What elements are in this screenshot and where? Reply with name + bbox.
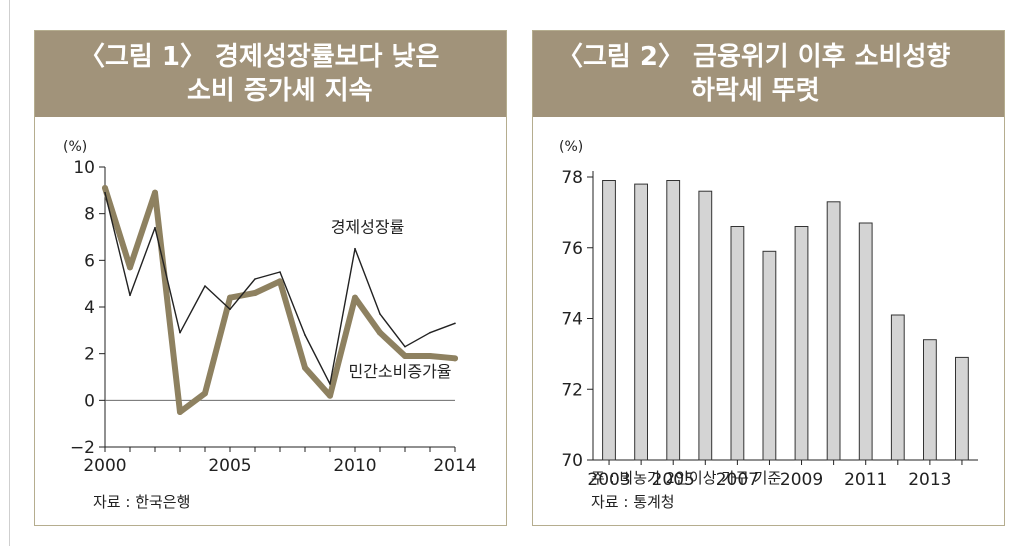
chart-2-title-line-2: 하락세 뚜렷 — [691, 76, 820, 106]
x-tick-label: 2009 — [780, 470, 823, 490]
data-point-gdp — [104, 191, 106, 194]
bar-chart: (%) 70 72 74 76 78 2003 2005 2007 2009 2011 2013 — [559, 139, 978, 490]
data-point-consumption — [352, 294, 358, 301]
data-point-gdp — [229, 308, 231, 311]
series-label-consumption: 민간소비증가율 — [348, 362, 451, 381]
data-point-consumption — [277, 278, 283, 285]
chart-2-footnote: 주 : 비농가 2인이상 가구 기준 — [591, 469, 782, 487]
y-tick-label: 8 — [84, 205, 95, 225]
data-point-consumption — [152, 189, 158, 196]
data-point-consumption — [402, 353, 408, 359]
chart-panel-2: 〈그림 2〉 금융위기 이후 소비성향 하락세 뚜렷 (%) 70 72 74 76 78… — [532, 30, 1005, 526]
data-point-consumption — [452, 355, 458, 362]
y-tick-label: 0 — [84, 391, 95, 411]
chart-2-source: 자료 : 통계청 — [591, 493, 675, 511]
data-point-gdp — [404, 345, 406, 348]
bar — [762, 250, 777, 461]
y-tick-label: 4 — [84, 298, 95, 318]
data-point-gdp — [429, 331, 431, 334]
chart-1-title-line-2: 소비 증가세 지속 — [187, 76, 373, 106]
y-tick-label: 78 — [561, 168, 583, 188]
y-unit-label: (%) — [559, 139, 583, 155]
data-point-gdp — [129, 294, 131, 297]
chart-panel-1: 〈그림 1〉 경제성장률보다 낮은 소비 증가세 지속 (%) −2 0 2 4 6 8 10… — [34, 30, 507, 526]
bar — [698, 190, 713, 461]
data-point-consumption — [177, 409, 183, 415]
chart-1-source: 자료 : 한국은행 — [93, 493, 191, 511]
y-tick-label: 6 — [84, 251, 95, 271]
y-unit-label: (%) — [63, 139, 87, 155]
bar — [858, 222, 873, 461]
data-point-gdp — [329, 383, 331, 385]
bar — [666, 180, 681, 461]
data-point-consumption — [252, 290, 258, 296]
bar — [602, 180, 616, 461]
data-point-consumption — [327, 392, 333, 399]
data-point-consumption — [302, 364, 308, 371]
y-tick-label: 70 — [561, 451, 583, 471]
y-tick-label: 10 — [73, 158, 95, 178]
data-point-consumption — [127, 264, 133, 271]
data-point-gdp — [254, 278, 256, 280]
data-point-consumption — [427, 353, 433, 359]
data-point-gdp — [204, 285, 206, 287]
x-tick-label: 2000 — [83, 456, 126, 476]
data-point-consumption — [227, 294, 233, 301]
x-tick-label: 2010 — [333, 456, 376, 476]
data-point-gdp — [304, 334, 306, 336]
left-margin-line — [9, 0, 10, 546]
x-tick-label: 2005 — [652, 470, 695, 490]
chart-1-title-line-1: 〈그림 1〉 경제성장률보다 낮은 — [79, 42, 440, 72]
x-tick-label: 2007 — [716, 470, 759, 490]
y-tick-label: 76 — [561, 239, 583, 259]
data-point-gdp — [154, 226, 156, 229]
chart-2-title: 〈그림 2〉 금융위기 이후 소비성향 하락세 뚜렷 — [533, 31, 1004, 117]
data-point-consumption — [102, 185, 108, 191]
data-point-gdp — [379, 313, 381, 315]
bar — [794, 226, 809, 461]
bar — [923, 339, 937, 461]
x-tick-label: 2014 — [433, 456, 476, 476]
bar — [634, 183, 648, 461]
bar — [826, 201, 841, 461]
chart-1-title: 〈그림 1〉 경제성장률보다 낮은 소비 증가세 지속 — [35, 31, 506, 117]
bar — [730, 226, 745, 461]
y-tick-label: 74 — [561, 310, 583, 330]
chart-2-title-line-1: 〈그림 2〉 금융위기 이후 소비성향 — [557, 42, 951, 72]
series-label-gdp: 경제성장률 — [331, 217, 405, 236]
y-tick-label: −2 — [70, 438, 95, 458]
y-tick-label: 2 — [84, 345, 95, 365]
x-tick-label: 2003 — [587, 470, 630, 490]
x-tick-label: 2005 — [208, 456, 251, 476]
bar — [890, 314, 905, 461]
data-point-gdp — [279, 271, 281, 273]
data-point-gdp — [179, 331, 181, 334]
bar — [955, 356, 969, 461]
data-point-consumption — [377, 329, 383, 336]
y-tick-label: 72 — [561, 380, 583, 400]
data-point-consumption — [202, 390, 208, 397]
data-point-gdp — [454, 322, 456, 325]
data-point-gdp — [354, 247, 356, 250]
x-tick-label: 2013 — [908, 470, 951, 490]
x-tick-label: 2011 — [844, 470, 887, 490]
